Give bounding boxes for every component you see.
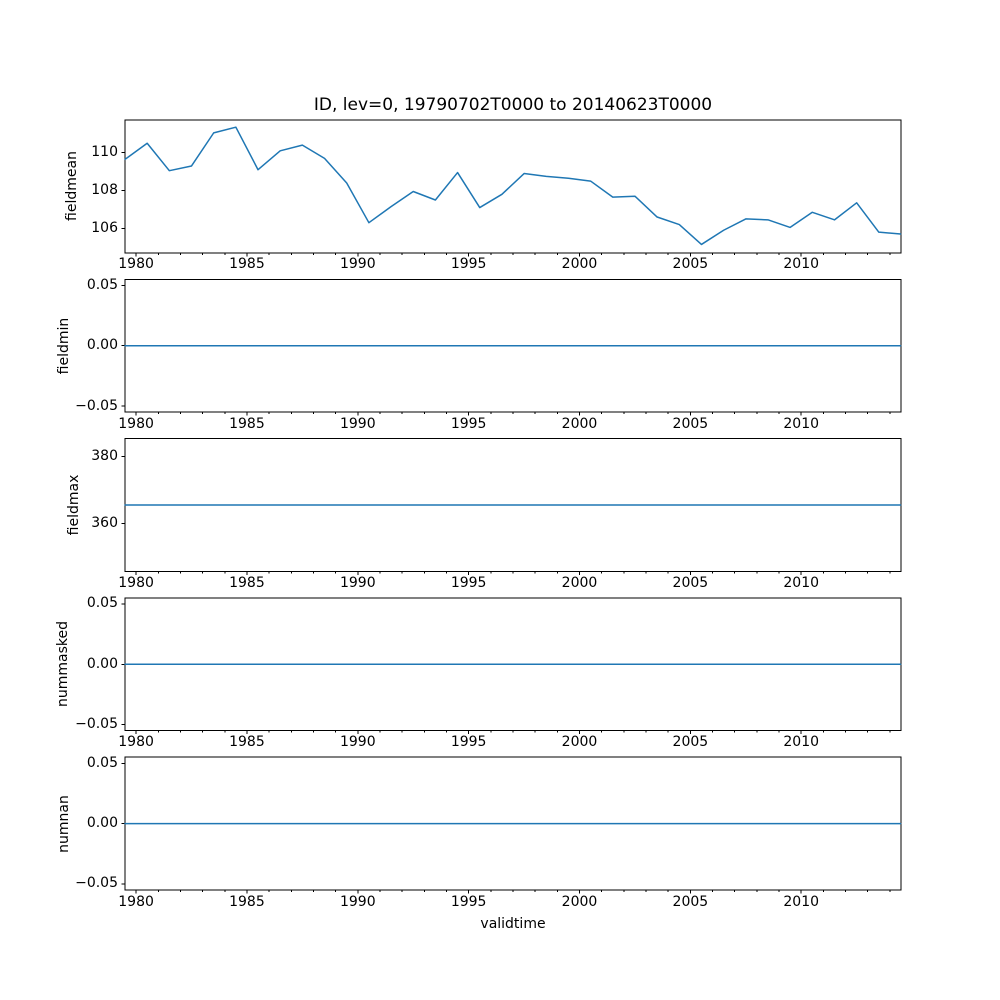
x-tick-label: 1980	[118, 734, 154, 751]
x-tick-label: 2010	[783, 415, 820, 432]
x-tick-label: 1995	[450, 893, 487, 910]
x-tick-label: 1995	[450, 734, 487, 751]
y-tick-label: 380	[91, 448, 118, 465]
x-tick-label: 1980	[118, 893, 154, 910]
y-tick-label: −0.05	[75, 716, 118, 733]
x-tick-label: 1985	[229, 574, 265, 591]
x-tick-label: 2005	[672, 893, 709, 910]
x-tick-label: 2000	[561, 734, 598, 751]
x-tick-label: 2000	[561, 256, 598, 273]
y-tick-label: −0.05	[75, 397, 118, 414]
y-tick-label: 0.00	[86, 337, 118, 354]
x-tick-label: 2010	[783, 893, 820, 910]
x-tick-label: 1990	[339, 415, 376, 432]
x-tick-label: 1980	[118, 574, 154, 591]
x-tick-label: 2000	[561, 893, 598, 910]
x-tick-label: 1990	[339, 734, 376, 751]
x-tick-label: 1985	[229, 256, 265, 273]
figure-title: ID, lev=0, 19790702T0000 to 20140623T000…	[313, 95, 713, 115]
x-tick-label: 1990	[339, 574, 376, 591]
y-tick-label: 106	[91, 219, 118, 236]
y-axis-label-nummasked: nummasked	[55, 621, 71, 708]
y-axis-label-fieldmax: fieldmax	[66, 474, 82, 536]
x-tick-label: 1985	[229, 734, 265, 751]
y-tick-label: 0.00	[86, 815, 118, 832]
x-tick-label: 1990	[339, 893, 376, 910]
x-tick-label: 2010	[783, 574, 820, 591]
y-axis-label-fieldmin: fieldmin	[56, 317, 72, 374]
y-tick-label: 0.00	[86, 655, 118, 672]
x-tick-label: 2005	[672, 256, 709, 273]
y-tick-label: 108	[91, 182, 118, 199]
y-axis-label-numnan: numnan	[56, 794, 72, 853]
x-tick-label: 1985	[229, 893, 265, 910]
x-tick-label: 1990	[339, 256, 376, 273]
y-tick-label: 0.05	[86, 595, 118, 612]
y-tick-label: 0.05	[86, 754, 118, 771]
x-tick-label: 2005	[672, 415, 709, 432]
y-tick-label: 0.05	[86, 276, 118, 293]
x-tick-label: 1980	[118, 256, 154, 273]
x-tick-label: 2005	[672, 574, 709, 591]
y-tick-label: 110	[91, 144, 118, 161]
x-tick-label: 1995	[450, 415, 487, 432]
x-tick-label: 2000	[561, 415, 598, 432]
x-tick-label: 2005	[672, 734, 709, 751]
x-tick-label: 1985	[229, 415, 265, 432]
x-tick-label: 1980	[118, 415, 154, 432]
x-tick-label: 2010	[783, 734, 820, 751]
y-tick-label: 360	[91, 514, 118, 531]
y-axis-label-fieldmean: fieldmean	[64, 151, 80, 222]
x-tick-label: 1995	[450, 256, 487, 273]
x-axis-label: validtime	[480, 916, 546, 932]
x-tick-label: 1995	[450, 574, 487, 591]
x-tick-label: 2010	[783, 256, 820, 273]
x-tick-label: 2000	[561, 574, 598, 591]
y-tick-label: −0.05	[75, 875, 118, 892]
